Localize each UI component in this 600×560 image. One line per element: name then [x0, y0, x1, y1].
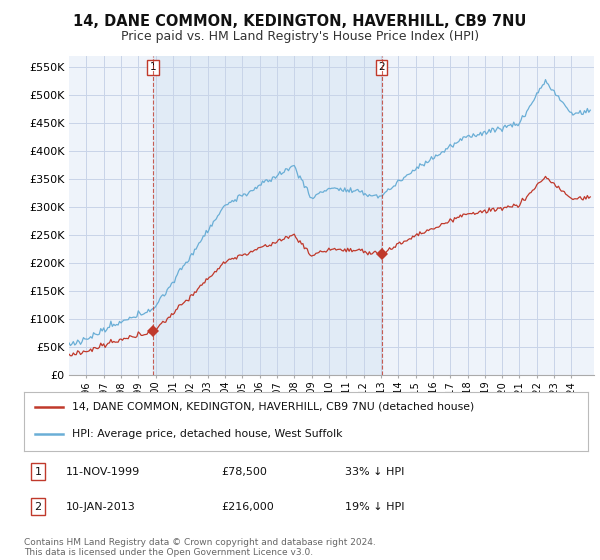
Text: 11-NOV-1999: 11-NOV-1999 [66, 467, 140, 477]
Bar [154, 56, 382, 375]
Text: 19% ↓ HPI: 19% ↓ HPI [346, 502, 405, 512]
Text: Contains HM Land Registry data © Crown copyright and database right 2024.
This d: Contains HM Land Registry data © Crown c… [24, 538, 376, 557]
Text: £216,000: £216,000 [221, 502, 274, 512]
Text: 10-JAN-2013: 10-JAN-2013 [66, 502, 136, 512]
Text: 33% ↓ HPI: 33% ↓ HPI [346, 467, 405, 477]
Text: £78,500: £78,500 [221, 467, 267, 477]
Text: 1: 1 [35, 467, 41, 477]
Text: Price paid vs. HM Land Registry's House Price Index (HPI): Price paid vs. HM Land Registry's House … [121, 30, 479, 43]
Text: 2: 2 [378, 62, 385, 72]
Text: 1: 1 [150, 62, 157, 72]
Text: 14, DANE COMMON, KEDINGTON, HAVERHILL, CB9 7NU: 14, DANE COMMON, KEDINGTON, HAVERHILL, C… [73, 14, 527, 29]
Text: 2: 2 [35, 502, 41, 512]
Text: 14, DANE COMMON, KEDINGTON, HAVERHILL, CB9 7NU (detached house): 14, DANE COMMON, KEDINGTON, HAVERHILL, C… [72, 402, 474, 412]
Text: HPI: Average price, detached house, West Suffolk: HPI: Average price, detached house, West… [72, 430, 343, 440]
